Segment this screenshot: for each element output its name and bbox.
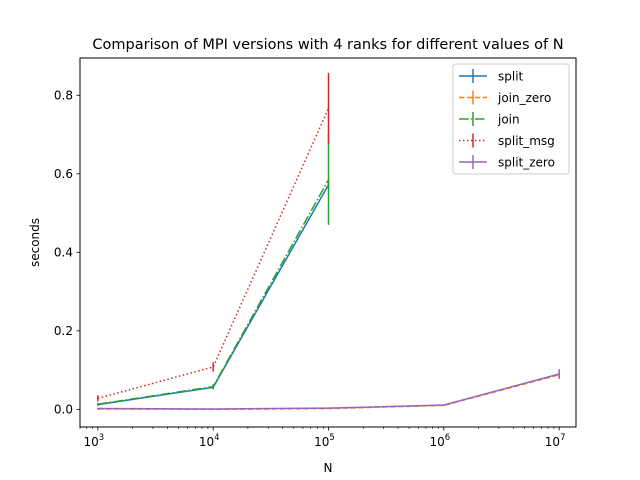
series-split_zero (97, 369, 560, 410)
data-point (327, 178, 330, 181)
series-line (97, 373, 560, 410)
data-point (558, 373, 560, 375)
series-join (97, 134, 330, 406)
plot-area (97, 72, 560, 411)
data-point (212, 366, 214, 368)
series-line (97, 107, 330, 400)
data-point (327, 407, 330, 409)
x-tick-label: 104 (199, 433, 220, 449)
y-tick-label: 0.2 (54, 324, 73, 338)
x-tick-label: 106 (429, 433, 450, 449)
legend-label: join (497, 112, 520, 126)
y-axis-label: seconds (28, 218, 42, 267)
legend-label: split_msg (498, 134, 555, 148)
y-tick-label: 0.8 (54, 89, 73, 103)
x-axis: 103 104 105 106 107 (79, 427, 566, 449)
legend-label: join_zero (497, 91, 551, 105)
chart-title: Comparison of MPI versions with 4 ranks … (92, 37, 563, 53)
legend-label: split_zero (498, 155, 555, 169)
data-point (97, 407, 99, 410)
legend-label: split (498, 69, 524, 83)
series-split (97, 180, 330, 406)
data-point (97, 403, 99, 406)
y-tick-label: 0.0 (54, 403, 73, 417)
plot-frame (79, 57, 577, 428)
data-point (212, 408, 214, 410)
y-tick-label: 0.4 (54, 246, 73, 260)
x-tick-label: 105 (314, 433, 335, 449)
series-split_msg (97, 72, 330, 402)
x-tick-label: 107 (545, 433, 566, 449)
y-tick-label: 0.6 (54, 167, 73, 181)
data-point (212, 385, 214, 388)
legend-box (452, 63, 570, 175)
data-point (97, 397, 99, 400)
data-point (443, 404, 445, 406)
x-tick-label: 103 (84, 433, 105, 449)
series-join_zero (97, 370, 560, 411)
data-point (327, 107, 330, 110)
x-axis-label: N (324, 461, 333, 475)
y-axis: 0.0 0.2 0.4 0.6 0.8 (54, 89, 80, 417)
